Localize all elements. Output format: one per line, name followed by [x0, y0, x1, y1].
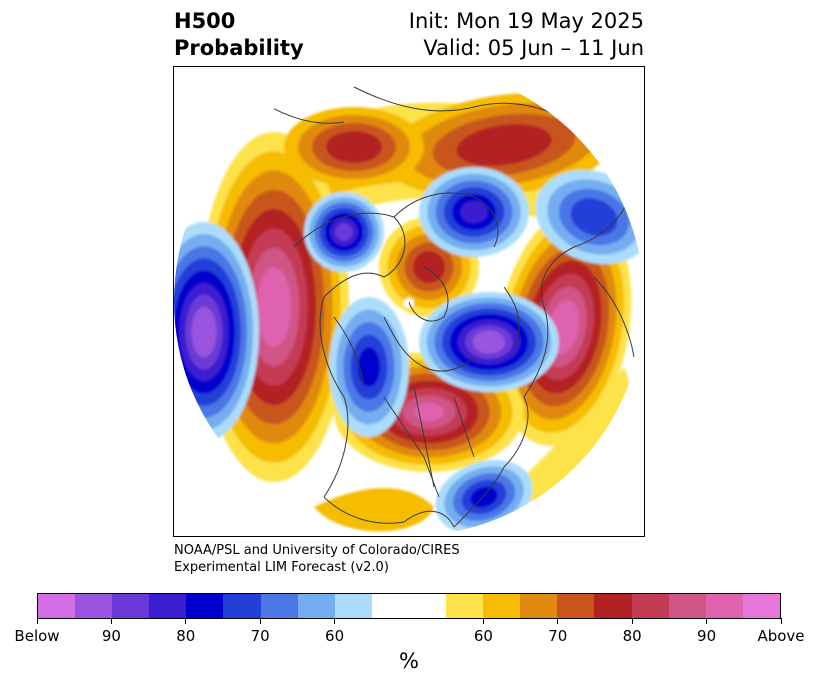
polar-map-svg: [174, 67, 644, 536]
coastline: [293, 212, 406, 498]
coastline: [333, 316, 365, 388]
warm-band-south: [314, 488, 434, 532]
credit-line-1: NOAA/PSL and University of Colorado/CIRE…: [174, 543, 460, 558]
contour-band: [413, 402, 445, 422]
colorbar-swatch: [705, 594, 743, 618]
colorbar-swatch: [149, 594, 187, 618]
coastline: [523, 186, 635, 398]
negative-anomaly-alaska: [329, 297, 409, 437]
colorbar-swatch: [742, 594, 780, 618]
probability-map: [173, 66, 645, 537]
contour-band: [326, 131, 382, 163]
colorbar-swatch: [334, 594, 372, 618]
init-date: Init: Mon 19 May 2025: [408, 9, 644, 33]
colorbar-swatch: [260, 594, 298, 618]
colorbar-swatch: [557, 594, 595, 618]
coastline: [593, 276, 635, 358]
contour-band: [357, 347, 381, 387]
title-quantity: Probability: [174, 36, 304, 60]
map-title: H500 Probability: [174, 8, 304, 62]
negative-anomaly-norway: [419, 292, 559, 392]
coastline: [408, 266, 449, 322]
contour-band: [472, 330, 506, 354]
credit-text: NOAA/PSL and University of Colorado/CIRE…: [174, 542, 460, 576]
colorbar-tick: [482, 618, 484, 624]
colorbar-tick-label: 60: [473, 627, 493, 645]
credit-line-2: Experimental LIM Forecast (v2.0): [174, 560, 389, 575]
colorbar-swatch: [112, 594, 150, 618]
anomaly-field: [174, 67, 644, 536]
contour-band: [413, 251, 445, 283]
colorbar-tick: [110, 618, 112, 624]
colorbar-tick-label: 70: [548, 627, 568, 645]
colorbar-swatch: [75, 594, 113, 618]
colorbar-swatch: [371, 594, 409, 618]
contour-band: [191, 306, 217, 358]
coastline: [453, 396, 475, 458]
colorbar-swatch: [631, 594, 669, 618]
coastline: [413, 386, 435, 488]
colorbar: [37, 593, 781, 619]
colorbar-tick: [780, 618, 782, 624]
colorbar-tick: [334, 618, 336, 624]
coastline: [383, 396, 440, 498]
colorbar-tick: [706, 618, 708, 624]
colorbar-swatch: [483, 594, 521, 618]
negative-anomaly-pole: [419, 167, 529, 257]
contour-band: [456, 124, 552, 166]
colorbar-swatch: [594, 594, 632, 618]
colorbar-swatch: [520, 594, 558, 618]
colorbar-tick-label: Below: [14, 627, 60, 645]
colorbar-swatch: [408, 594, 447, 618]
coastline: [453, 396, 529, 528]
negative-anomaly-atlantic: [435, 459, 533, 535]
forecast-dates: Init: Mon 19 May 2025 Valid: 05 Jun – 11…: [330, 8, 644, 62]
colorbar-swatch: [297, 594, 335, 618]
contour-band: [335, 223, 353, 241]
colorbar-swatch: [38, 594, 76, 618]
colorbar-tick-label: 60: [325, 627, 345, 645]
positive-anomaly-scandinavia-north: [284, 107, 424, 187]
colorbar-units: %: [399, 649, 419, 673]
colorbar-tick: [557, 618, 559, 624]
title-variable: H500: [174, 9, 236, 33]
coastline: [503, 286, 520, 348]
contour-band: [570, 198, 618, 236]
contour-band: [470, 486, 498, 508]
colorbar-swatch: [668, 594, 706, 618]
colorbar-tick-label: 90: [101, 627, 121, 645]
colorbar-tick-label: 70: [250, 627, 270, 645]
colorbar-tick: [36, 618, 38, 624]
colorbar-tick: [185, 618, 187, 624]
colorbar-tick-label: Above: [757, 627, 805, 645]
contour-band: [256, 266, 292, 348]
valid-range: Valid: 05 Jun – 11 Jun: [423, 36, 644, 60]
colorbar-tick-label: 80: [622, 627, 642, 645]
contour-band: [460, 200, 488, 224]
coastline: [383, 316, 475, 372]
colorbar-tick: [631, 618, 633, 624]
coastline: [323, 496, 455, 528]
negative-anomaly-kamchatka: [304, 192, 384, 272]
colorbar-tick: [259, 618, 261, 624]
colorbar-tick-label: 90: [697, 627, 717, 645]
colorbar-swatch: [186, 594, 224, 618]
colorbar-swatch: [223, 594, 261, 618]
coastline: [393, 192, 499, 248]
colorbar-tick-label: 80: [176, 627, 196, 645]
colorbar-swatch: [446, 594, 484, 618]
